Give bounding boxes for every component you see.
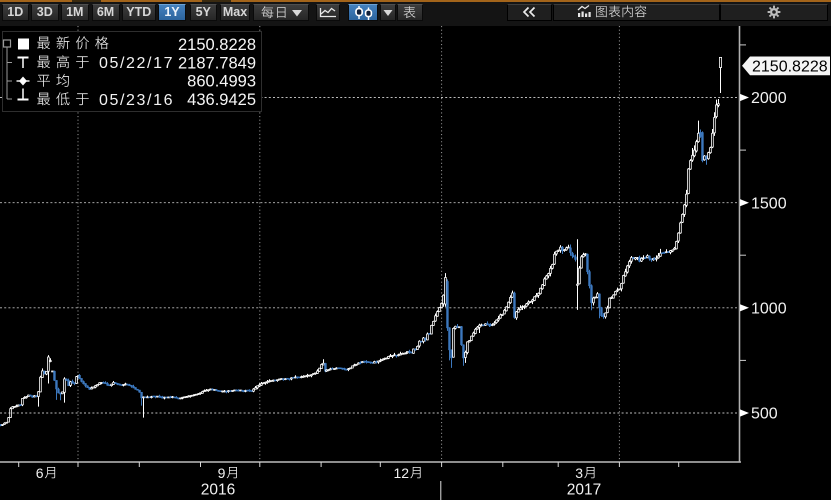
- svg-text:2000: 2000: [751, 90, 787, 107]
- svg-text:500: 500: [751, 406, 778, 423]
- svg-text:9: 9: [218, 465, 226, 481]
- svg-text:2150.8228: 2150.8228: [752, 58, 828, 75]
- svg-text:860.4993: 860.4993: [187, 73, 256, 91]
- svg-text:05/23/16: 05/23/16: [99, 92, 174, 109]
- svg-text:2150.8228: 2150.8228: [178, 36, 256, 54]
- svg-text:3: 3: [575, 465, 583, 481]
- svg-text:05/22/17: 05/22/17: [99, 55, 174, 72]
- svg-text:6: 6: [36, 465, 44, 481]
- svg-text:1500: 1500: [751, 195, 787, 212]
- svg-text:2187.7849: 2187.7849: [178, 54, 256, 72]
- svg-text:2017: 2017: [567, 482, 601, 499]
- svg-text:2016: 2016: [201, 482, 235, 499]
- svg-text:12: 12: [394, 465, 410, 481]
- svg-text:1000: 1000: [751, 300, 787, 317]
- svg-text:436.9425: 436.9425: [187, 91, 256, 109]
